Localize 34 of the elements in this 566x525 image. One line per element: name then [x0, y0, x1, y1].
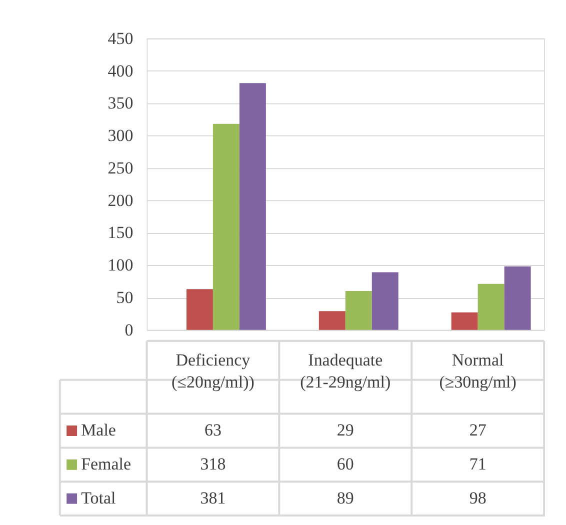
y-tick-label: 200: [108, 190, 134, 210]
data-label: 71: [469, 454, 486, 474]
bar: [212, 124, 240, 330]
legend-label: Male: [81, 420, 116, 440]
data-label: 63: [204, 420, 222, 440]
data-label: 60: [336, 454, 354, 474]
bar: [186, 289, 213, 330]
y-tick-label: 400: [108, 61, 134, 80]
y-tick-label: 300: [108, 126, 134, 146]
bar: [504, 266, 531, 330]
data-label: 318: [200, 454, 226, 474]
legend-label: Total: [81, 488, 116, 508]
y-tick-label: 150: [108, 223, 134, 242]
bar: [372, 272, 398, 330]
bar: [318, 311, 346, 330]
y-tick-label: 100: [108, 256, 134, 275]
bar: [478, 284, 504, 330]
x-tick-label: Inadequate (21-29ng/ml): [300, 350, 391, 392]
legend-label: Female: [81, 454, 132, 474]
bar: [451, 312, 478, 330]
y-tick-label: 450: [108, 28, 134, 48]
data-label: 27: [469, 420, 486, 440]
data-label: 89: [336, 488, 354, 508]
x-tick-label: Normal (≥30ng/ml): [439, 350, 516, 392]
y-tick-label: 0: [124, 320, 134, 340]
y-tick-label: 350: [108, 94, 134, 113]
y-tick-label: 250: [108, 158, 134, 178]
data-label: 98: [469, 488, 486, 508]
data-label: 381: [200, 488, 226, 508]
x-tick-label: Deficiency (≤20ng/ml)): [172, 350, 254, 392]
y-tick-label: 50: [116, 288, 134, 307]
bar: [239, 83, 266, 330]
bar: [345, 291, 372, 330]
data-label: 29: [336, 420, 354, 440]
